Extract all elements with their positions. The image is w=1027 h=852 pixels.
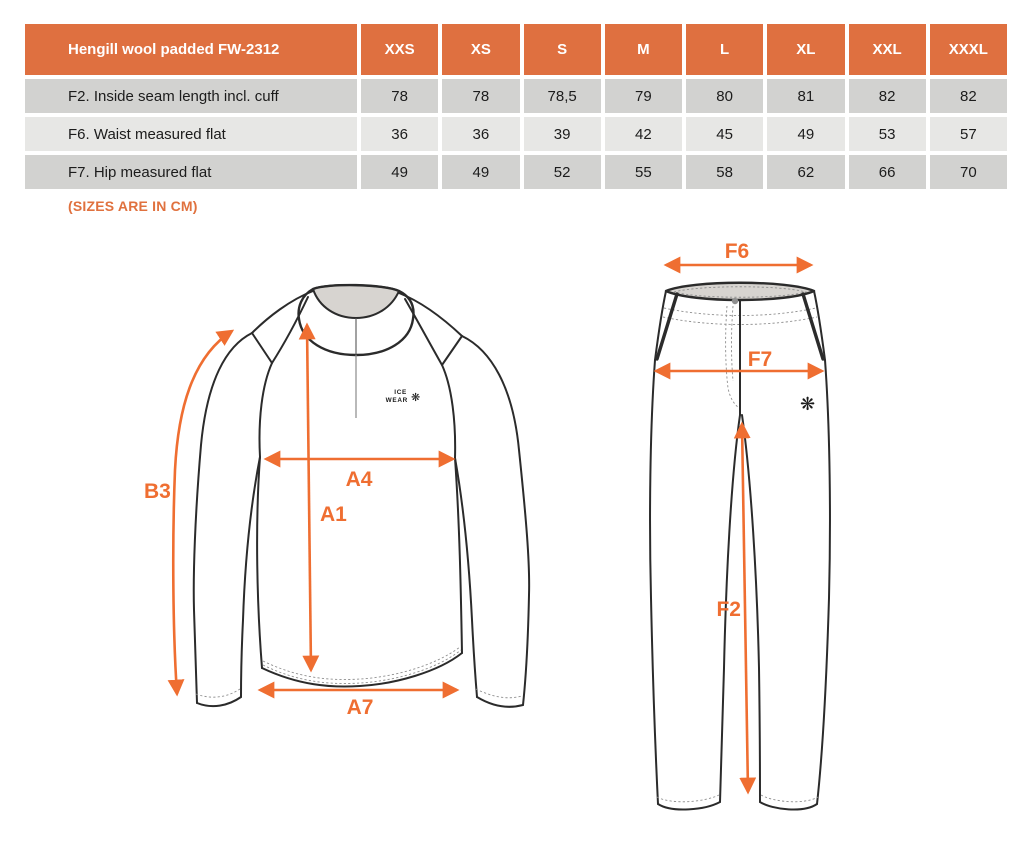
size-value-cell: 49 [442,155,520,189]
left-side-seam [256,456,263,669]
left-yoke-seam [251,296,309,364]
row-label: F7. Hip measured flat [25,155,357,189]
waistband-stitch-lower [662,316,818,325]
size-col-header: S [523,24,601,75]
row-label: F2. Inside seam length incl. cuff [25,79,357,113]
waist-button [731,297,739,305]
right-sleeve-inner [454,457,478,698]
left-armhole-seam [258,362,273,458]
size-value-cell: 79 [604,79,682,113]
right-leg-hem [759,801,818,811]
f6-label: F6 [725,240,750,263]
size-value-cell: 36 [361,117,439,151]
size-value-cell: 78 [442,79,520,113]
f2-label: F2 [716,598,741,621]
left-pocket-opening [655,292,679,361]
left-shoulder-line [251,290,314,334]
size-value-cell: 81 [767,79,845,113]
snowflake-icon: ❋ [800,394,815,415]
a1-length-arrow [298,322,320,673]
right-pocket-opening [801,292,825,361]
f7-label: F7 [748,348,773,371]
right-side-seam [454,457,463,654]
b3-label: B3 [144,480,171,503]
right-leg-hem-stitch [760,794,819,803]
size-value-cell: 49 [361,155,439,189]
fly-stitch-outer [725,305,740,409]
size-value-cell: 42 [604,117,682,151]
size-table: Hengill wool padded FW-2312 XXS XS S M L… [25,24,1007,189]
size-value-cell: 58 [686,155,764,189]
size-value-cell: 70 [929,155,1007,189]
left-leg-inseam [719,414,741,803]
right-yoke-seam [404,298,463,366]
right-waist-side [813,290,826,361]
size-col-header: XS [442,24,520,75]
hem-stitch-lower [262,649,462,684]
size-value-cell: 62 [767,155,845,189]
right-sleeve-outer [461,335,531,706]
left-sleeve-outer [192,332,253,704]
f2-inseam-arrow [733,421,757,795]
a4-label: A4 [346,468,373,491]
right-cuff-edge [476,696,524,708]
waist-opening-stitch [673,286,808,298]
size-value-cell: 53 [848,117,926,151]
size-value-cell: 45 [686,117,764,151]
size-col-header: L [686,24,764,75]
logo-text-wear: WEAR [386,397,408,404]
size-col-header: XXS [361,24,439,75]
sweater-technical-drawing: ICE WEAR ❋ B3 A4 A1 A7 [144,283,531,719]
hem-stitch-upper [262,646,461,680]
size-value-cell: 78,5 [523,79,601,113]
size-value-cell: 57 [929,117,1007,151]
size-col-header: XXL [848,24,926,75]
size-col-header: XL [767,24,845,75]
right-armhole-seam [441,364,457,459]
a7-label: A7 [347,696,374,719]
snowflake-icon: ❋ [411,391,420,404]
sizes-unit-note: (SIZES ARE IN CM) [68,198,198,214]
size-value-cell: 52 [523,155,601,189]
a1-label: A1 [320,503,347,526]
size-value-cell: 49 [767,117,845,151]
left-sleeve-inner [240,456,261,698]
size-col-header: XXXL [929,24,1007,75]
left-cuff-edge [196,696,242,708]
b3-sleeve-arrow [167,329,235,697]
size-value-cell: 82 [929,79,1007,113]
size-value-cell: 36 [442,117,520,151]
size-value-cell: 82 [848,79,926,113]
right-shoulder-line [398,292,463,337]
left-leg-outer [649,359,659,805]
collar-inner [312,284,400,319]
size-value-cell: 78 [361,79,439,113]
hem-edge [261,652,463,688]
left-waist-side [654,290,667,361]
size-value-cell: 55 [604,155,682,189]
size-value-cell: 80 [686,79,764,113]
size-value-cell: 66 [848,155,926,189]
left-leg-hem [657,801,721,811]
product-title-header: Hengill wool padded FW-2312 [25,24,357,75]
collar-outline [297,283,415,357]
size-value-cell: 39 [523,117,601,151]
left-leg-hem-stitch [656,794,720,803]
logo-text-ice: ICE [394,389,407,396]
size-col-header: M [604,24,682,75]
row-label: F6. Waist measured flat [25,117,357,151]
right-cuff-stitch [475,688,523,699]
pants-technical-drawing: ❋ F6 F7 F2 [649,240,831,811]
left-cuff-stitch [195,688,241,698]
right-leg-outer [816,359,831,805]
